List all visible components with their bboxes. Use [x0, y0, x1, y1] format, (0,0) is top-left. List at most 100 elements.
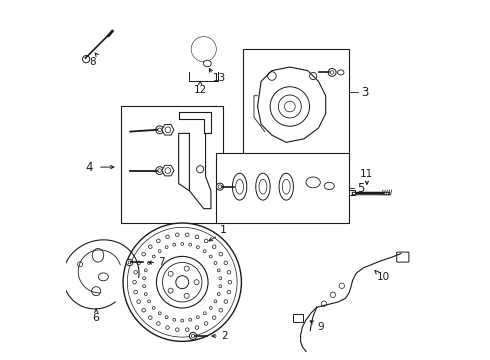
Circle shape [218, 185, 221, 189]
Circle shape [168, 271, 173, 276]
Circle shape [142, 252, 146, 256]
Circle shape [127, 227, 237, 337]
Circle shape [224, 261, 228, 265]
Circle shape [82, 55, 90, 63]
Text: 5: 5 [357, 181, 364, 194]
Ellipse shape [194, 37, 214, 61]
Circle shape [126, 259, 133, 266]
Bar [216, 153, 349, 223]
Ellipse shape [259, 179, 267, 194]
Circle shape [224, 300, 228, 303]
FancyBboxPatch shape [397, 252, 409, 262]
Circle shape [189, 243, 192, 246]
Circle shape [196, 246, 199, 249]
Text: 1: 1 [220, 225, 227, 235]
Circle shape [148, 245, 152, 248]
Circle shape [137, 300, 141, 303]
Circle shape [176, 276, 189, 289]
Circle shape [209, 306, 212, 309]
Circle shape [212, 316, 216, 319]
Circle shape [184, 293, 189, 298]
Circle shape [158, 128, 161, 132]
Circle shape [217, 293, 220, 296]
Circle shape [152, 255, 155, 258]
Ellipse shape [324, 183, 334, 189]
Circle shape [330, 71, 334, 74]
Circle shape [219, 277, 222, 280]
Circle shape [158, 169, 161, 172]
Text: 7: 7 [158, 257, 165, 267]
Circle shape [156, 256, 208, 308]
Circle shape [137, 261, 141, 265]
Text: 11: 11 [360, 169, 373, 179]
Circle shape [147, 300, 150, 303]
Circle shape [217, 269, 220, 272]
Circle shape [134, 270, 137, 274]
Circle shape [143, 277, 146, 280]
Circle shape [189, 318, 192, 321]
Text: 9: 9 [317, 322, 323, 332]
Circle shape [216, 183, 223, 190]
Circle shape [147, 262, 150, 265]
Circle shape [227, 270, 231, 274]
Circle shape [165, 316, 168, 319]
Circle shape [184, 266, 189, 271]
Text: 10: 10 [376, 272, 390, 282]
Circle shape [165, 127, 171, 133]
Ellipse shape [236, 179, 244, 194]
Text: 12: 12 [194, 85, 207, 95]
Text: 2: 2 [221, 331, 228, 341]
Circle shape [219, 309, 222, 312]
Circle shape [195, 40, 213, 58]
Ellipse shape [282, 179, 290, 194]
Circle shape [165, 246, 168, 249]
Circle shape [194, 280, 199, 285]
Circle shape [157, 322, 160, 325]
Circle shape [163, 262, 202, 302]
Circle shape [145, 293, 147, 296]
Circle shape [203, 250, 206, 253]
Bar [122, 107, 223, 223]
Circle shape [190, 332, 196, 339]
Circle shape [166, 235, 170, 239]
Circle shape [214, 262, 217, 265]
Circle shape [181, 242, 184, 245]
Circle shape [156, 167, 164, 175]
Circle shape [195, 326, 199, 329]
Text: 13: 13 [213, 73, 226, 83]
Text: 3: 3 [362, 86, 369, 99]
Ellipse shape [306, 177, 320, 188]
Circle shape [203, 312, 206, 315]
Circle shape [219, 252, 222, 256]
Circle shape [185, 233, 189, 237]
Circle shape [328, 68, 336, 76]
Circle shape [285, 101, 295, 112]
Circle shape [152, 306, 155, 309]
Ellipse shape [338, 70, 344, 75]
Text: 8: 8 [89, 57, 96, 67]
Circle shape [196, 316, 199, 319]
Circle shape [166, 326, 170, 329]
Circle shape [158, 312, 161, 315]
Circle shape [173, 318, 176, 321]
Circle shape [175, 233, 179, 237]
Circle shape [197, 42, 210, 55]
Text: 4: 4 [85, 161, 93, 174]
Circle shape [204, 239, 208, 243]
Circle shape [227, 290, 231, 294]
Circle shape [168, 288, 173, 293]
Circle shape [310, 72, 317, 80]
Ellipse shape [98, 273, 108, 281]
Circle shape [143, 285, 146, 288]
Circle shape [145, 269, 147, 272]
Circle shape [77, 262, 82, 267]
Circle shape [133, 280, 136, 284]
Circle shape [228, 280, 232, 284]
Circle shape [165, 168, 171, 174]
Circle shape [195, 235, 199, 239]
Circle shape [173, 243, 176, 246]
Ellipse shape [92, 287, 100, 296]
Circle shape [185, 328, 189, 332]
Text: 6: 6 [93, 313, 99, 323]
Circle shape [278, 95, 301, 118]
